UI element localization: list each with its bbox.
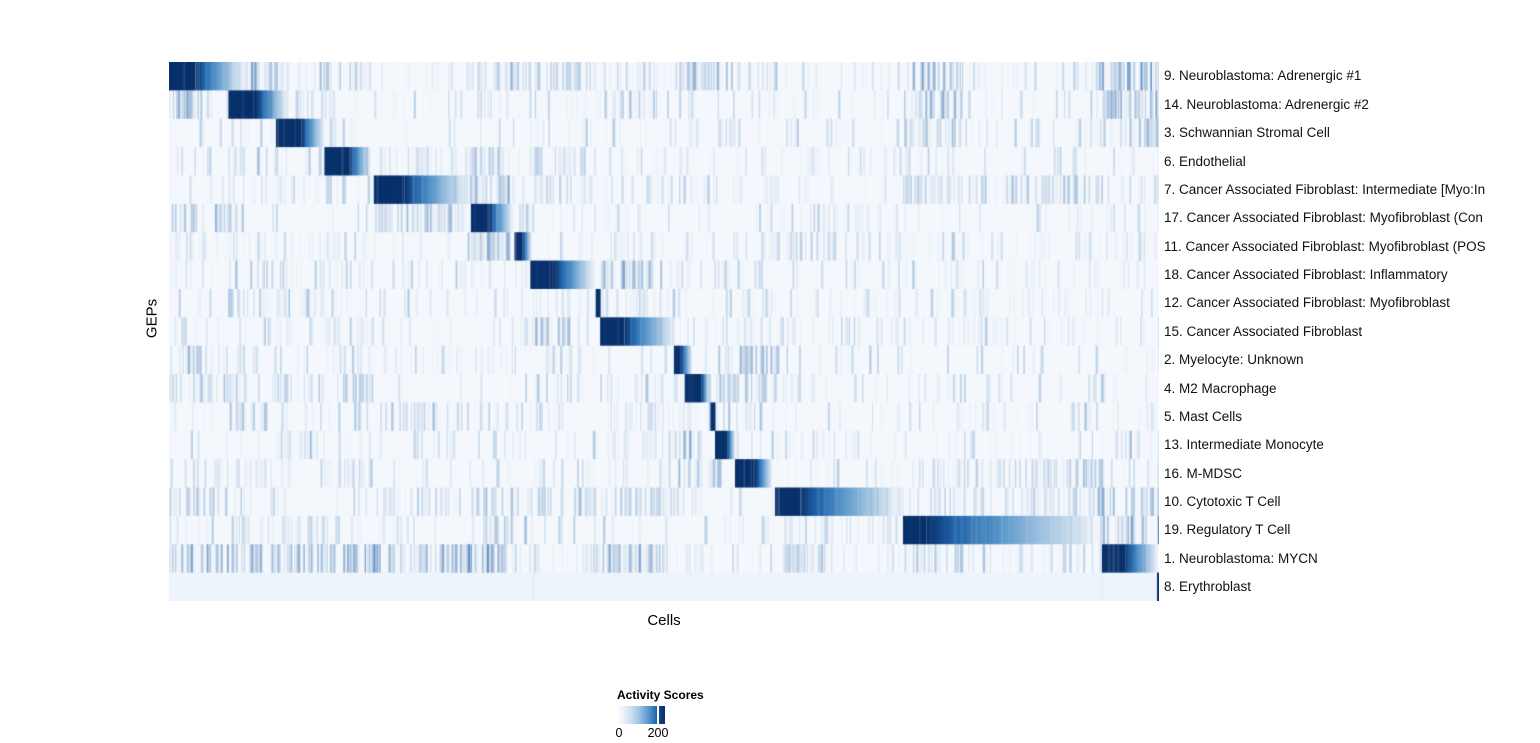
heatmap-plot [169,62,1159,601]
legend: Activity Scores 0 200 [616,688,756,740]
row-label-2: 14. Neuroblastoma: Adrenergic #2 [1164,96,1369,112]
heatmap-canvas [169,62,1159,601]
row-label-19: 8. Erythroblast [1164,579,1252,595]
row-label-13: 5. Mast Cells [1164,408,1243,424]
x-axis-title: Cells [647,612,681,629]
legend-tick-200 [657,706,659,724]
legend-label-200: 200 [647,726,669,740]
row-label-11: 2. Myelocyte: Unknown [1164,352,1304,368]
row-label-14: 13. Intermediate Monocyte [1164,437,1324,453]
row-label-15: 16. M-MDSC [1164,465,1243,481]
row-label-7: 11. Cancer Associated Fibroblast: Myofib… [1164,238,1486,254]
row-label-17: 19. Regulatory T Cell [1164,522,1291,538]
row-label-10: 15. Cancer Associated Fibroblast [1164,323,1363,339]
y-axis-title: GEPs [143,298,161,339]
row-labels: 9. Neuroblastoma: Adrenergic #1 14. Neuro… [1164,62,1540,601]
row-label-4: 6. Endothelial [1164,153,1246,169]
row-label-18: 1. Neuroblastoma: MYCN [1164,550,1318,566]
row-label-8: 18. Cancer Associated Fibroblast: Inflam… [1164,267,1448,283]
row-label-6: 17. Cancer Associated Fibroblast: Myofib… [1164,210,1483,226]
row-label-9: 12. Cancer Associated Fibroblast: Myofib… [1164,295,1450,311]
legend-title: Activity Scores [617,688,704,702]
row-label-12: 4. M2 Macrophage [1164,380,1277,396]
row-label-1: 9. Neuroblastoma: Adrenergic #1 [1164,68,1362,84]
row-label-16: 10. Cytotoxic T Cell [1164,494,1281,510]
legend-label-min: 0 [615,726,623,740]
row-label-3: 3. Schwannian Stromal Cell [1164,125,1330,141]
legend-tick-labels: 0 200 [615,724,756,740]
legend-colorbar [617,706,665,724]
row-label-5: 7. Cancer Associated Fibroblast: Interme… [1164,181,1486,197]
